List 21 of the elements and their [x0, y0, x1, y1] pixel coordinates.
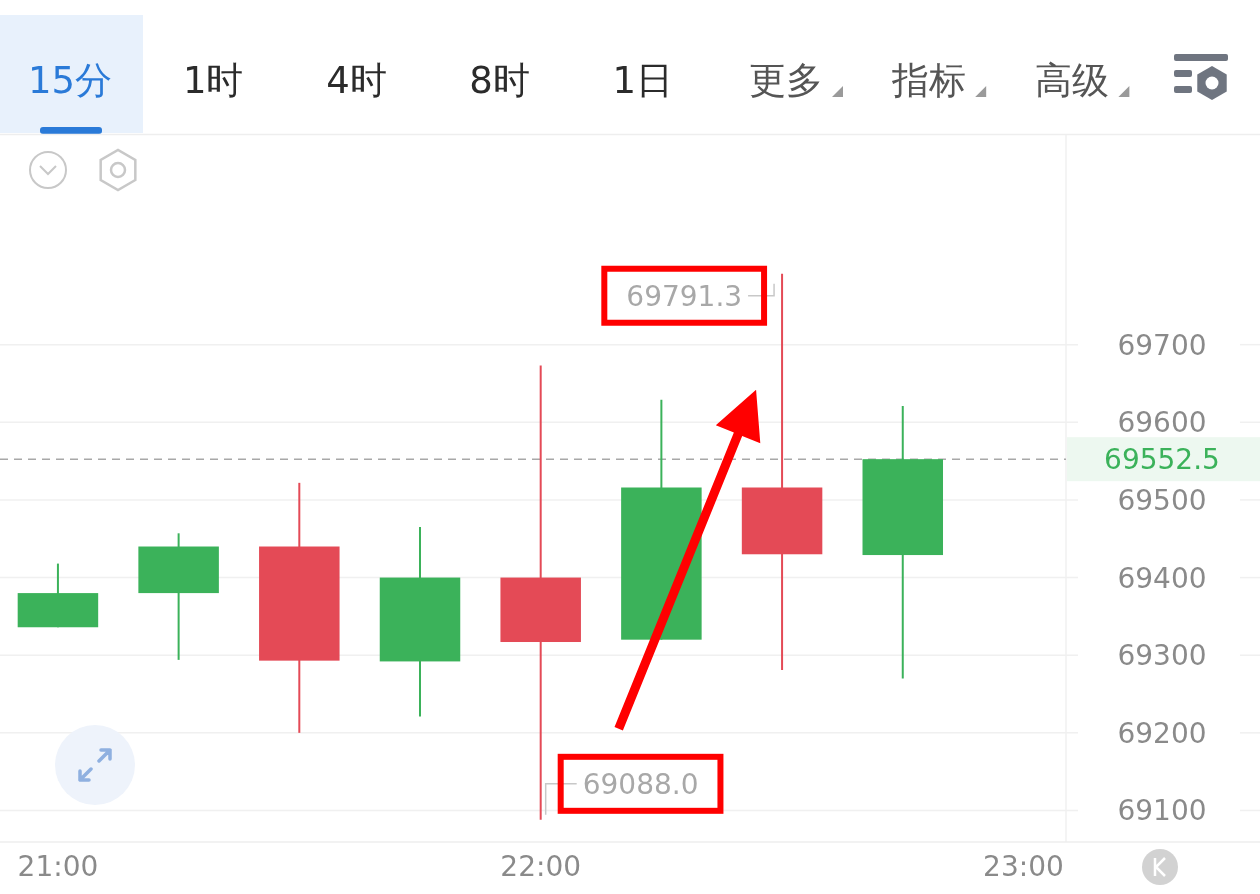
text: 1日: [612, 59, 674, 102]
text: 指标: [891, 59, 967, 102]
ref-line-label: 69552.5: [1104, 443, 1220, 477]
text: 高级: [1035, 59, 1110, 102]
text: 1时: [182, 59, 244, 102]
y-tick-label: 69500: [1117, 483, 1207, 517]
text: 15分: [27, 59, 113, 102]
y-tick-label: 69200: [1117, 716, 1207, 750]
text: 8时: [469, 59, 530, 102]
x-tick-label: 21:00: [17, 850, 99, 883]
y-tick-label: 69300: [1117, 639, 1207, 673]
annotation: 69088.0: [582, 767, 699, 801]
x-tick-label: 23:00: [983, 850, 1064, 883]
y-tick-label: 69100: [1117, 794, 1207, 828]
y-tick-label: 69700: [1117, 328, 1207, 362]
annotation: 69791.3: [626, 279, 743, 313]
y-tick-label: 69600: [1117, 406, 1207, 440]
text: 4时: [326, 59, 387, 102]
text: 更多: [749, 59, 823, 102]
y-tick-label: 69400: [1117, 561, 1207, 595]
x-tick-label: 22:00: [500, 850, 582, 883]
